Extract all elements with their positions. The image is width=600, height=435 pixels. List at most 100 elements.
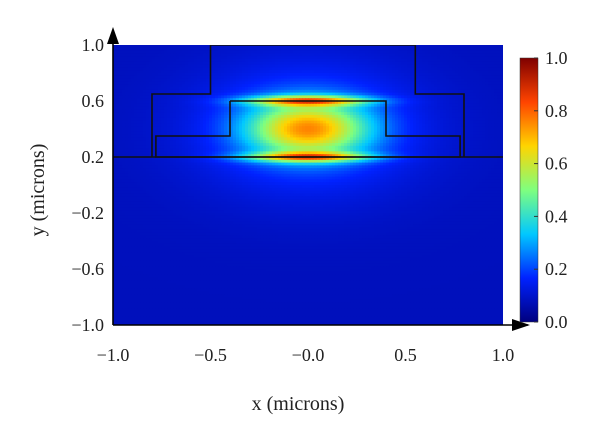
- heatmap-cell: [290, 112, 294, 116]
- heatmap-cell: [290, 47, 294, 52]
- heatmap-cell: [353, 131, 357, 136]
- heatmap-cell: [428, 70, 432, 74]
- heatmap-cell: [449, 61, 453, 66]
- heatmap-cell: [275, 92, 279, 96]
- heatmap-cell: [248, 134, 252, 138]
- heatmap-cell: [377, 75, 381, 80]
- heatmap-cell: [227, 78, 231, 82]
- heatmap-cell: [149, 109, 153, 113]
- heatmap-cell: [389, 81, 393, 85]
- heatmap-cell: [158, 53, 162, 57]
- heatmap-cell: [383, 120, 387, 124]
- heatmap-cell: [482, 112, 486, 116]
- heatmap-cell: [149, 47, 153, 52]
- heatmap-cell: [329, 45, 333, 49]
- heatmap-cell: [491, 59, 495, 63]
- heatmap-cell: [131, 67, 135, 71]
- heatmap-cell: [125, 95, 129, 99]
- heatmap-cell: [158, 78, 162, 82]
- heatmap-cell: [290, 89, 294, 94]
- heatmap-cell: [227, 50, 231, 54]
- heatmap-cell: [260, 112, 264, 116]
- heatmap-cell: [383, 45, 387, 49]
- heatmap-cell: [143, 115, 147, 119]
- heatmap-cell: [224, 78, 228, 82]
- heatmap-cell: [275, 126, 279, 130]
- heatmap-cell: [479, 73, 483, 77]
- heatmap-cell: [224, 56, 228, 60]
- heatmap-cell: [197, 78, 201, 82]
- heatmap-cell: [476, 126, 480, 130]
- heatmap-cell: [119, 75, 123, 80]
- heatmap-cell: [212, 73, 216, 77]
- heatmap-cell: [425, 53, 429, 57]
- heatmap-cell: [365, 120, 369, 124]
- heatmap-cell: [419, 95, 423, 99]
- heatmap-cell: [299, 45, 303, 49]
- heatmap-cell: [392, 109, 396, 113]
- heatmap-cell: [317, 129, 321, 133]
- heatmap-cell: [227, 81, 231, 85]
- heatmap-cell: [155, 61, 159, 66]
- heatmap-cell: [395, 50, 399, 54]
- heatmap-cell: [260, 117, 264, 122]
- heatmap-cell: [410, 109, 414, 113]
- heatmap-cell: [188, 87, 192, 91]
- heatmap-cell: [395, 103, 399, 108]
- heatmap-cell: [194, 64, 198, 68]
- heatmap-cell: [215, 53, 219, 57]
- heatmap-cell: [125, 47, 129, 52]
- heatmap-cell: [416, 101, 420, 105]
- heatmap-cell: [425, 70, 429, 74]
- heatmap-cell: [215, 67, 219, 71]
- heatmap-cell: [344, 70, 348, 74]
- heatmap-cell: [356, 61, 360, 66]
- heatmap-cell: [389, 53, 393, 57]
- heatmap-cell: [287, 120, 291, 124]
- heatmap-cell: [125, 129, 129, 133]
- heatmap-cell: [209, 131, 213, 136]
- heatmap-cell: [200, 64, 204, 68]
- heatmap-cell: [491, 61, 495, 66]
- heatmap-cell: [254, 64, 258, 68]
- heatmap-cell: [167, 106, 171, 110]
- heatmap-cell: [182, 78, 186, 82]
- heatmap-cell: [431, 95, 435, 99]
- heatmap-cell: [254, 47, 258, 52]
- heatmap-cell: [500, 112, 503, 116]
- heatmap-cell: [326, 115, 330, 119]
- heatmap-cell: [158, 47, 162, 52]
- heatmap-cell: [344, 56, 348, 60]
- heatmap-cell: [491, 123, 495, 127]
- heatmap-cell: [317, 98, 321, 102]
- heatmap-cell: [362, 106, 366, 110]
- heatmap-cell: [236, 47, 240, 52]
- heatmap-cell: [299, 61, 303, 66]
- heatmap-cell: [389, 92, 393, 96]
- heatmap-cell: [497, 126, 501, 130]
- heatmap-cell: [275, 109, 279, 113]
- heatmap-cell: [227, 61, 231, 66]
- heatmap-cell: [377, 101, 381, 105]
- heatmap-cell: [491, 131, 495, 136]
- heatmap-cell: [416, 126, 420, 130]
- heatmap-cell: [266, 101, 270, 105]
- heatmap-cell: [401, 129, 405, 133]
- heatmap-cell: [167, 109, 171, 113]
- heatmap-cell: [362, 81, 366, 85]
- heatmap-cell: [212, 59, 216, 63]
- heatmap-cell: [296, 47, 300, 52]
- heatmap-cell: [371, 120, 375, 124]
- heatmap-cell: [299, 98, 303, 102]
- heatmap-cell: [167, 112, 171, 116]
- heatmap-cell: [371, 115, 375, 119]
- heatmap-cell: [311, 50, 315, 54]
- heatmap-cell: [482, 101, 486, 105]
- heatmap-cell: [236, 84, 240, 88]
- heatmap-cell: [272, 56, 276, 60]
- heatmap-cell: [116, 126, 120, 130]
- heatmap-cell: [269, 45, 273, 49]
- heatmap-cell: [329, 70, 333, 74]
- heatmap-cell: [347, 59, 351, 63]
- heatmap-cell: [377, 47, 381, 52]
